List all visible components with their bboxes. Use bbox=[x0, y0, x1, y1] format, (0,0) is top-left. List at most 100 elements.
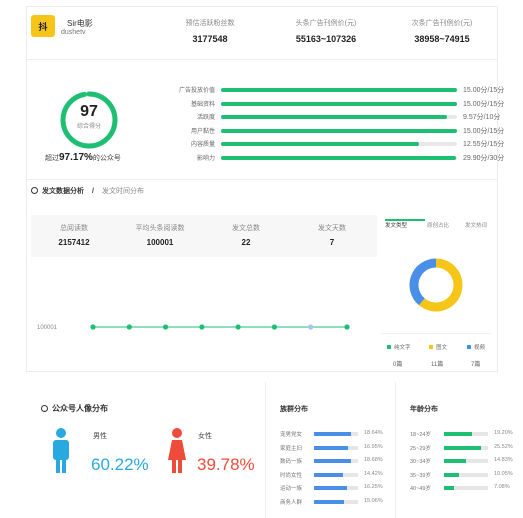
metric-row: 用户黏性 15.00分/15分 bbox=[145, 126, 504, 136]
reads-point[interactable] bbox=[271, 324, 278, 330]
metric-row: 影响力 29.90分/30分 bbox=[145, 153, 504, 163]
dist-track bbox=[314, 445, 358, 450]
metric-value: 15.00分/15分 bbox=[463, 100, 505, 108]
tribe-row: 家庭主妇 16.95% bbox=[280, 444, 390, 452]
dist-value: 16.95% bbox=[364, 443, 383, 450]
column-divider bbox=[395, 382, 396, 518]
tab-original-ratio[interactable]: 原创占比 bbox=[427, 223, 450, 229]
dist-fill bbox=[444, 445, 482, 450]
age-row: 18~24岁 19.20% bbox=[410, 430, 520, 438]
dist-fill bbox=[314, 486, 347, 490]
post-days-stat: 发文天数 7 bbox=[289, 223, 375, 247]
male-label: 男性 bbox=[93, 433, 107, 440]
stat-label: 头条广告刊例价(元) bbox=[295, 20, 357, 27]
legend-video: 视频 bbox=[467, 343, 485, 351]
metric-fill bbox=[221, 115, 447, 119]
legend-swatch bbox=[387, 345, 391, 349]
tribe-row: 宠男党女 18.64% bbox=[280, 430, 390, 438]
active-fans-stat: 预估活跃粉丝数 3177548 bbox=[155, 18, 265, 44]
dist-track bbox=[444, 459, 488, 463]
dist-fill bbox=[444, 432, 473, 436]
tab-post-type[interactable]: 发文类型 bbox=[385, 219, 425, 229]
reads-point[interactable] bbox=[162, 324, 169, 330]
dist-label: 商务人群 bbox=[280, 499, 303, 506]
dist-fill bbox=[314, 472, 343, 477]
legend-image-text: 图文 bbox=[429, 343, 447, 351]
metric-track bbox=[221, 128, 457, 133]
dist-fill bbox=[444, 459, 466, 463]
metric-label: 广告投放价值 bbox=[178, 88, 215, 94]
secondary-ad-price-stat: 次条广告刊例价(元) 38958~74915 bbox=[387, 18, 497, 44]
legend-label: 图文 bbox=[436, 345, 448, 351]
dist-label: 35~39岁 bbox=[410, 472, 431, 479]
stat-label: 平均头条阅读数 bbox=[135, 225, 185, 232]
dist-value: 7.08% bbox=[494, 484, 510, 490]
dist-label: 宠男党女 bbox=[280, 432, 303, 438]
legend-count: 11篇 bbox=[431, 362, 444, 368]
metric-label: 内容质量 bbox=[190, 142, 215, 148]
metric-track bbox=[221, 142, 457, 146]
metric-value: 15.00分/15分 bbox=[463, 127, 505, 135]
dist-value: 18.64% bbox=[364, 430, 383, 436]
metric-label: 基础资料 bbox=[190, 101, 215, 108]
dist-fill bbox=[314, 432, 352, 436]
metric-label: 影响力 bbox=[196, 155, 215, 162]
dist-track bbox=[314, 472, 358, 477]
header-divider bbox=[27, 59, 497, 60]
metric-label: 用户黏性 bbox=[190, 128, 215, 135]
reads-point[interactable] bbox=[308, 324, 314, 330]
reads-line-chart: 100001 bbox=[37, 324, 350, 331]
dist-label: 18~24岁 bbox=[410, 432, 431, 438]
donut-slice-1[interactable] bbox=[418, 258, 463, 312]
dist-value: 14.42% bbox=[364, 470, 383, 477]
reads-point[interactable] bbox=[126, 324, 132, 330]
age-row: 40~49岁 7.08% bbox=[410, 484, 520, 492]
metric-fill bbox=[221, 101, 457, 106]
stat-value: 55163~107326 bbox=[295, 34, 357, 44]
metric-row: 内容质量 12.55分/15分 bbox=[145, 139, 504, 149]
metric-value: 15.00分/15分 bbox=[463, 87, 505, 94]
metric-value: 12.55分/15分 bbox=[463, 141, 505, 148]
donut-slice-2[interactable] bbox=[409, 258, 437, 306]
metric-row: 活跃度 9.57分/10分 bbox=[145, 112, 500, 122]
dist-label: 30~34岁 bbox=[410, 459, 431, 465]
dist-fill bbox=[444, 486, 455, 490]
stat-value: 22 bbox=[241, 238, 251, 247]
tab-hot-words[interactable]: 发文热词 bbox=[465, 223, 488, 229]
stat-label: 预估活跃粉丝数 bbox=[185, 20, 235, 27]
reads-point[interactable] bbox=[235, 324, 241, 330]
tab-post-time[interactable]: 发文时间分布 bbox=[101, 188, 144, 195]
score-label: 综合得分 bbox=[76, 124, 101, 130]
dist-fill bbox=[314, 445, 348, 450]
account-logo: 抖 bbox=[31, 15, 55, 37]
dist-label: 运动一族 bbox=[280, 486, 303, 492]
dist-label: 25~29岁 bbox=[410, 445, 431, 452]
reads-point[interactable] bbox=[90, 324, 96, 330]
post-type-chart: 发文类型 原创占比 发文热词 纯文字 图文 视频 0篇 11篇 7篇 bbox=[381, 215, 491, 373]
tab-post-data[interactable]: 发文数据分析 bbox=[42, 188, 84, 195]
legend-swatch bbox=[429, 345, 433, 349]
tribe-row: 时尚女性 14.42% bbox=[280, 471, 390, 479]
metric-row: 广告投放价值 15.00分/15分 bbox=[145, 85, 504, 95]
metric-value: 29.90分/30分 bbox=[463, 154, 505, 162]
logo-text: 抖 bbox=[38, 21, 48, 32]
tab-underline bbox=[385, 219, 425, 221]
headline-ad-price-stat: 头条广告刊例价(元) 55163~107326 bbox=[271, 18, 381, 44]
reads-point[interactable] bbox=[199, 324, 205, 330]
dist-fill bbox=[314, 459, 352, 463]
tribe-title: 族群分布 bbox=[280, 406, 308, 413]
dist-track bbox=[444, 472, 488, 477]
post-stats-header: 总阅读数 2157412 平均头条阅读数 100001 发文总数 22 发文天数… bbox=[31, 215, 377, 257]
legend-label: 纯文字 bbox=[394, 345, 411, 351]
dist-value: 19.20% bbox=[494, 430, 513, 436]
age-row: 30~34岁 14.83% bbox=[410, 457, 520, 465]
dist-fill bbox=[444, 472, 459, 477]
post-type-donut bbox=[409, 258, 463, 312]
legend-count: 7篇 bbox=[471, 362, 481, 368]
analysis-tabs: 发文数据分析 / 发文时间分布 bbox=[31, 186, 144, 196]
dist-track bbox=[314, 459, 358, 463]
tab-label: 发文类型 bbox=[385, 223, 408, 229]
reads-point[interactable] bbox=[344, 324, 350, 330]
legend-count: 0篇 bbox=[393, 362, 403, 368]
metric-fill bbox=[221, 155, 457, 160]
